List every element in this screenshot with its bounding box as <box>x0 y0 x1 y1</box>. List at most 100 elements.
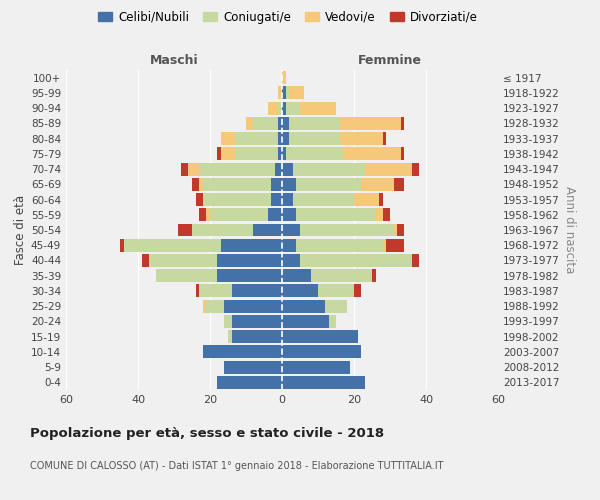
Bar <box>383 239 386 252</box>
Bar <box>206 208 210 221</box>
Bar <box>224 360 282 374</box>
Bar <box>289 86 304 100</box>
Bar <box>282 360 350 374</box>
Bar <box>199 284 232 298</box>
Bar <box>221 148 235 160</box>
Bar <box>275 162 282 175</box>
Bar <box>282 300 325 312</box>
Bar <box>282 132 289 145</box>
Bar <box>278 132 282 145</box>
Bar <box>286 86 289 100</box>
Text: Femmine: Femmine <box>358 54 422 67</box>
Bar <box>181 162 188 175</box>
Bar <box>311 269 372 282</box>
Bar <box>268 208 282 221</box>
Bar <box>196 193 203 206</box>
Bar <box>300 224 394 236</box>
Bar <box>282 193 293 206</box>
Bar <box>282 162 293 175</box>
Bar <box>289 132 340 145</box>
Bar <box>192 178 199 191</box>
Bar <box>379 193 383 206</box>
Bar <box>412 162 419 175</box>
Bar <box>386 239 404 252</box>
Bar <box>232 315 282 328</box>
Bar <box>282 330 358 343</box>
Bar <box>235 132 278 145</box>
Bar <box>271 193 282 206</box>
Bar <box>354 193 379 206</box>
Bar <box>224 300 282 312</box>
Bar <box>253 224 282 236</box>
Bar <box>203 300 206 312</box>
Bar <box>206 300 224 312</box>
Bar <box>282 208 296 221</box>
Bar <box>394 224 397 236</box>
Bar <box>412 254 419 267</box>
Y-axis label: Fasce di età: Fasce di età <box>14 195 27 265</box>
Bar <box>282 346 361 358</box>
Bar <box>300 254 412 267</box>
Bar <box>149 254 217 267</box>
Bar <box>271 178 282 191</box>
Bar <box>278 86 282 100</box>
Bar <box>203 346 282 358</box>
Bar <box>282 148 286 160</box>
Bar <box>199 178 203 191</box>
Bar <box>343 148 401 160</box>
Bar <box>224 315 232 328</box>
Text: Popolazione per età, sesso e stato civile - 2018: Popolazione per età, sesso e stato civil… <box>30 428 384 440</box>
Bar <box>278 117 282 130</box>
Bar <box>401 148 404 160</box>
Bar <box>329 315 336 328</box>
Bar <box>286 102 300 114</box>
Bar <box>365 162 412 175</box>
Bar <box>217 148 221 160</box>
Bar <box>293 162 365 175</box>
Bar <box>300 102 336 114</box>
Bar <box>188 162 199 175</box>
Text: COMUNE DI CALOSSO (AT) - Dati ISTAT 1° gennaio 2018 - Elaborazione TUTTITALIA.IT: COMUNE DI CALOSSO (AT) - Dati ISTAT 1° g… <box>30 461 443 471</box>
Bar <box>372 269 376 282</box>
Bar <box>203 178 271 191</box>
Bar <box>210 208 268 221</box>
Bar <box>228 330 232 343</box>
Bar <box>235 148 278 160</box>
Bar <box>278 148 282 160</box>
Bar <box>142 254 149 267</box>
Bar <box>296 208 376 221</box>
Bar <box>203 193 271 206</box>
Bar <box>199 162 275 175</box>
Bar <box>397 224 404 236</box>
Bar <box>383 208 390 221</box>
Bar <box>282 284 318 298</box>
Bar <box>282 178 296 191</box>
Bar <box>282 376 365 389</box>
Bar <box>246 117 253 130</box>
Bar <box>217 376 282 389</box>
Bar <box>361 178 394 191</box>
Bar <box>178 224 192 236</box>
Bar <box>296 178 361 191</box>
Bar <box>199 208 206 221</box>
Bar <box>282 315 329 328</box>
Bar <box>217 254 282 267</box>
Bar <box>354 284 361 298</box>
Bar <box>217 269 282 282</box>
Bar <box>268 102 278 114</box>
Bar <box>278 102 282 114</box>
Bar <box>253 117 278 130</box>
Bar <box>340 117 401 130</box>
Bar <box>282 86 286 100</box>
Bar <box>282 71 286 84</box>
Bar <box>376 208 383 221</box>
Bar <box>289 117 340 130</box>
Bar <box>196 284 199 298</box>
Bar <box>120 239 124 252</box>
Bar <box>221 132 235 145</box>
Bar <box>124 239 221 252</box>
Bar <box>282 239 296 252</box>
Bar <box>156 269 217 282</box>
Bar <box>232 284 282 298</box>
Legend: Celibi/Nubili, Coniugati/e, Vedovi/e, Divorziati/e: Celibi/Nubili, Coniugati/e, Vedovi/e, Di… <box>93 6 483 28</box>
